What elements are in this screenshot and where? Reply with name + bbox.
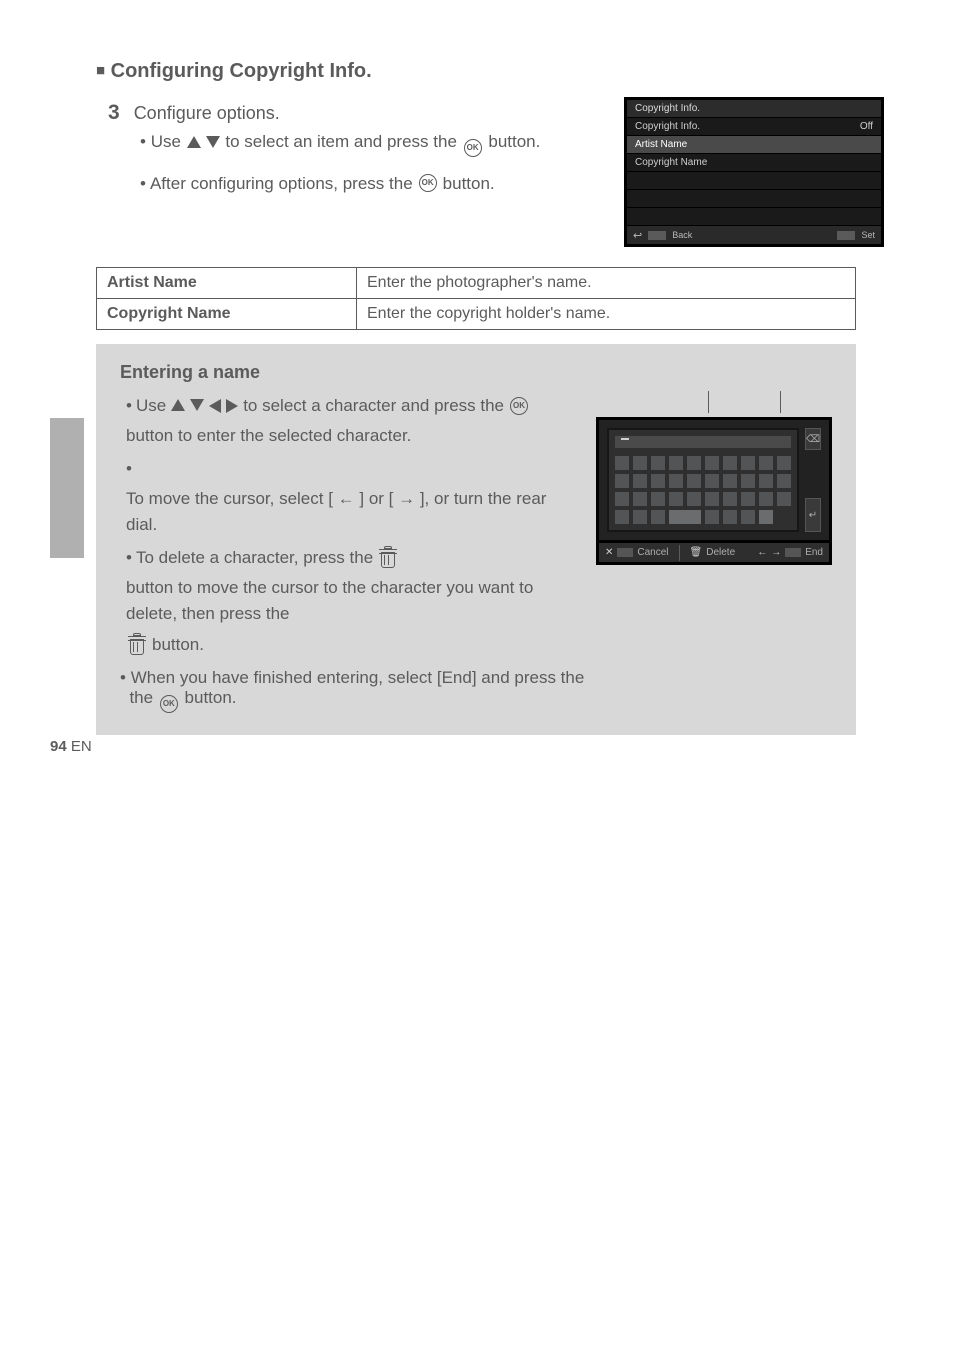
panel-title: Entering a name	[120, 362, 832, 383]
menu-row: Copyright Name	[627, 154, 881, 172]
panel-footer-text: • When you have finished entering, selec…	[120, 668, 832, 713]
side-tab	[50, 418, 84, 558]
menu-row: Copyright Info. Off	[627, 118, 881, 136]
kbd-footer: ✕ Cancel 🗑 Delete ← → End	[596, 543, 832, 565]
option-name: Artist Name	[97, 268, 357, 299]
space-key	[669, 510, 701, 524]
trash-small-icon: 🗑	[690, 547, 703, 558]
heading-text: Configuring Copyright Info.	[111, 60, 372, 82]
menu-title: Copyright Info.	[627, 100, 881, 118]
option-desc: Enter the copyright holder's name.	[357, 299, 856, 330]
enter-icon: ↵	[805, 498, 821, 532]
step-3: 3 Configure options.	[108, 97, 606, 129]
trash-icon	[379, 548, 397, 568]
ok-icon: OK	[464, 139, 482, 157]
menu-row-selected: Artist Name	[627, 136, 881, 154]
menu-screenshot: Copyright Info. Copyright Info. Off Arti…	[624, 97, 884, 247]
menu-row	[627, 172, 881, 190]
trash-icon	[128, 635, 146, 655]
close-icon: ✕	[605, 547, 613, 558]
menu-row	[627, 190, 881, 208]
menu-footer: ↩ Back Set	[627, 226, 881, 244]
step-number: 3	[108, 97, 120, 129]
arrow-pad-icon	[170, 399, 239, 413]
callout-line	[780, 391, 781, 413]
backspace-icon: ⌫	[805, 428, 821, 450]
section-heading: ■ Configuring Copyright Info.	[96, 60, 884, 83]
bullet-select-char: • Use to select a character and press th…	[126, 393, 576, 450]
option-name: Copyright Name	[97, 299, 357, 330]
bullet-move-cursor: • To move the cursor, select [ ← ] or [ …	[126, 456, 576, 539]
keyboard-illustration: ⌫ ↵ ✕ Cancel 🗑 Delete ← →	[596, 391, 832, 565]
kbd-text-area	[607, 428, 799, 532]
entering-name-panel: Entering a name • Use to select a charac…	[96, 344, 856, 735]
table-row: Copyright Name Enter the copyright holde…	[97, 299, 856, 330]
option-desc: Enter the photographer's name.	[357, 268, 856, 299]
ok-icon: OK	[510, 397, 528, 415]
ok-icon: OK	[160, 695, 178, 713]
bullet-delete-char: • To delete a character, press the butto…	[126, 545, 576, 658]
instruction-1: • Use to select an item and press the OK…	[140, 129, 606, 157]
kbd-keys	[615, 456, 791, 524]
up-down-icon	[186, 136, 221, 148]
instruction-2: • After configuring options, press the O…	[140, 171, 606, 197]
table-row: Artist Name Enter the photographer's nam…	[97, 268, 856, 299]
callout-line	[708, 391, 709, 413]
footer-key	[648, 231, 666, 240]
page-number: 94 EN	[50, 738, 92, 755]
text-cursor	[621, 438, 629, 440]
footer-key	[837, 231, 855, 240]
ok-icon: OK	[419, 174, 437, 192]
square-bullet-icon: ■	[96, 62, 105, 79]
step-text: Configure options.	[134, 100, 280, 127]
options-table: Artist Name Enter the photographer's nam…	[96, 267, 856, 330]
back-arrow-icon: ↩	[633, 229, 642, 242]
menu-row	[627, 208, 881, 226]
